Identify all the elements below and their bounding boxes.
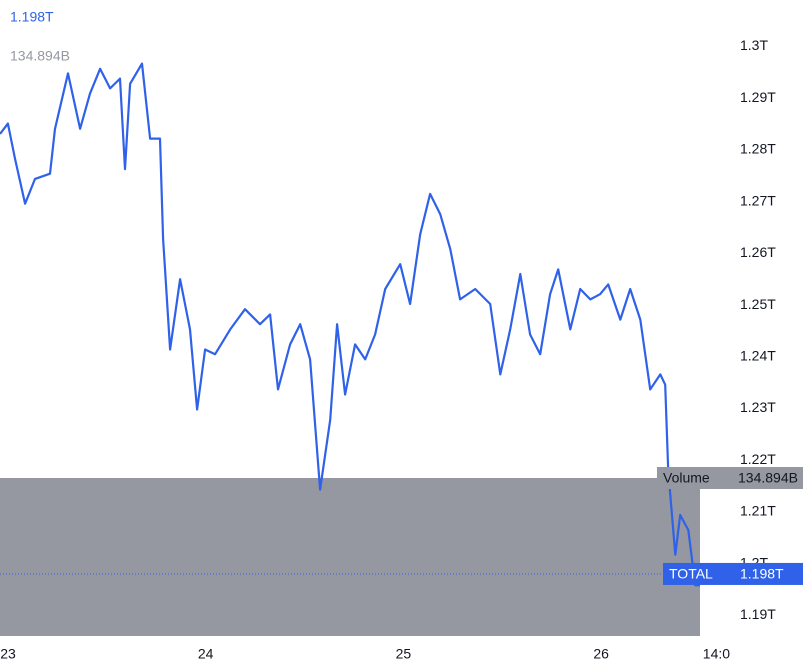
y-tick-label: 1.19T [740,606,776,622]
price-axis-panel [700,0,803,662]
axis-layer: 1.3T 1.29T 1.28T 1.27T 1.26T 1.25T 1.24T 1.23T 1… [0,37,803,662]
y-tick-label: 1.24T [740,347,776,363]
y-tick-label: 1.3T [740,37,768,53]
header-volume: 134.894B [10,48,70,64]
x-tick-label: 14:0 [703,646,730,662]
plot-area [0,62,700,636]
x-tick-label: 24 [198,646,214,662]
x-tick-label: 26 [593,646,609,662]
x-tick-label: 23 [0,646,16,662]
volume-badge [657,467,803,489]
last-value-name: TOTAL [669,566,713,582]
header-value: 1.198T [10,9,54,25]
volume-badge-label: 134.894B [738,470,798,486]
last-value-badge [663,562,803,585]
y-tick-label: 1.22T [740,451,776,467]
last-value-label: 1.198T [740,566,784,582]
volume-shade [0,478,700,636]
y-tick-label: 1.23T [740,399,776,415]
y-tick-label: 1.28T [740,141,776,157]
y-tick-label: 1.21T [740,503,776,519]
y-tick-label: 1.27T [740,192,776,208]
y-tick-label: 1.26T [740,244,776,260]
y-tick-label: 1.29T [740,89,776,105]
volume-badge-name: Volume [663,470,710,486]
price-line [0,62,700,587]
x-tick-label: 25 [396,646,412,662]
y-tick-label: 1.25T [740,296,776,312]
